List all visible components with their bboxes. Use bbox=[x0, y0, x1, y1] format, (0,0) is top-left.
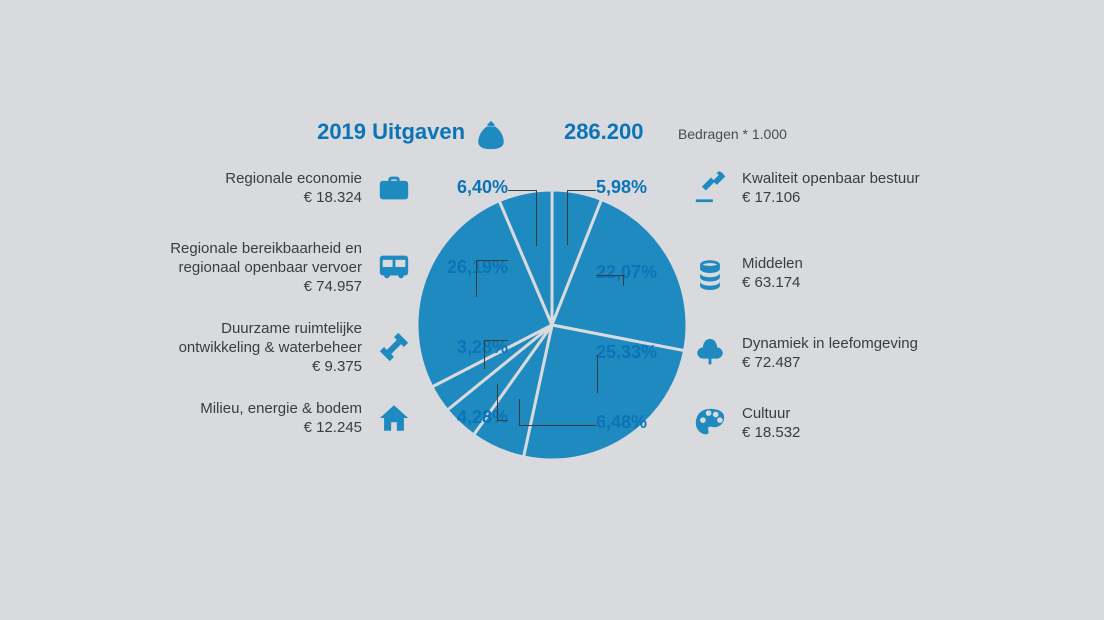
legend-labels: Middelen€ 63.174 bbox=[742, 255, 803, 291]
legend-pct: 6,48% bbox=[596, 412, 682, 433]
legend-labels: Regionale bereikbaarheid en regionaal op… bbox=[152, 240, 362, 295]
legend-pct: 6,40% bbox=[422, 177, 508, 198]
legend-row-cultuur: Cultuur€ 18.532 6,48% bbox=[596, 405, 1016, 441]
title-block: 2019 Uitgaven 286.200 Bedragen * 1.000 bbox=[0, 118, 1104, 151]
legend-amount: € 74.957 bbox=[152, 278, 362, 295]
bus-icon bbox=[374, 250, 414, 284]
house-icon bbox=[374, 401, 414, 435]
legend-labels: Milieu, energie & bodem€ 12.245 bbox=[200, 400, 362, 436]
legend-row-kwaliteit: Kwaliteit openbaar bestuur€ 17.106 5,98% bbox=[596, 170, 1016, 206]
legend-label: Kwaliteit openbaar bestuur bbox=[742, 170, 920, 189]
legend-amount: € 9.375 bbox=[152, 358, 362, 375]
legend-pct: 25,33% bbox=[596, 342, 682, 363]
legend-pct: 5,98% bbox=[596, 177, 682, 198]
legend-pct: 4,28% bbox=[422, 407, 508, 428]
legend-labels: Kwaliteit openbaar bestuur€ 17.106 bbox=[742, 170, 920, 206]
briefcase-icon bbox=[374, 171, 414, 205]
legend-labels: Dynamiek in leefomgeving€ 72.487 bbox=[742, 335, 918, 371]
legend-row-bereik: Regionale bereikbaarheid en regionaal op… bbox=[88, 240, 508, 295]
legend-labels: Regionale economie€ 18.324 bbox=[225, 170, 362, 206]
legend-label: Regionale economie bbox=[225, 170, 362, 189]
legend-amount: € 72.487 bbox=[742, 354, 918, 371]
legend-amount: € 63.174 bbox=[742, 274, 803, 291]
legend-label: Middelen bbox=[742, 255, 803, 274]
legend-amount: € 18.532 bbox=[742, 424, 800, 441]
legend-label: Dynamiek in leefomgeving bbox=[742, 335, 918, 354]
legend-amount: € 17.106 bbox=[742, 189, 920, 206]
chart-note: Bedragen * 1.000 bbox=[678, 126, 787, 142]
legend-labels: Cultuur€ 18.532 bbox=[742, 405, 800, 441]
legend-row-milieu: Milieu, energie & bodem€ 12.245 4,28% bbox=[88, 400, 508, 436]
legend-label: Duurzame ruimtelijke ontwikkeling & wate… bbox=[152, 320, 362, 358]
coins-icon bbox=[690, 256, 730, 290]
infographic-stage: 2019 Uitgaven 286.200 Bedragen * 1.000 K… bbox=[0, 0, 1104, 620]
tree-icon bbox=[690, 336, 730, 370]
chart-total: 286.200 bbox=[564, 119, 644, 145]
legend-pct: 22,07% bbox=[596, 262, 682, 283]
legend-row-middelen: Middelen€ 63.174 22,07% bbox=[596, 255, 1016, 291]
legend-label: Regionale bereikbaarheid en regionaal op… bbox=[152, 240, 362, 278]
legend-row-dynamiek: Dynamiek in leefomgeving€ 72.487 25,33% bbox=[596, 335, 1016, 371]
palette-icon bbox=[690, 406, 730, 440]
chart-title: 2019 Uitgaven bbox=[317, 119, 465, 145]
legend-amount: € 18.324 bbox=[225, 189, 362, 206]
legend-label: Cultuur bbox=[742, 405, 800, 424]
legend-label: Milieu, energie & bodem bbox=[200, 400, 362, 419]
legend-row-economie: Regionale economie€ 18.324 6,40% bbox=[88, 170, 508, 206]
gavel-icon bbox=[690, 171, 730, 205]
legend-labels: Duurzame ruimtelijke ontwikkeling & wate… bbox=[152, 320, 362, 375]
shovel-icon bbox=[374, 330, 414, 364]
legend-row-duurzame: Duurzame ruimtelijke ontwikkeling & wate… bbox=[88, 320, 508, 375]
legend-amount: € 12.245 bbox=[200, 419, 362, 436]
